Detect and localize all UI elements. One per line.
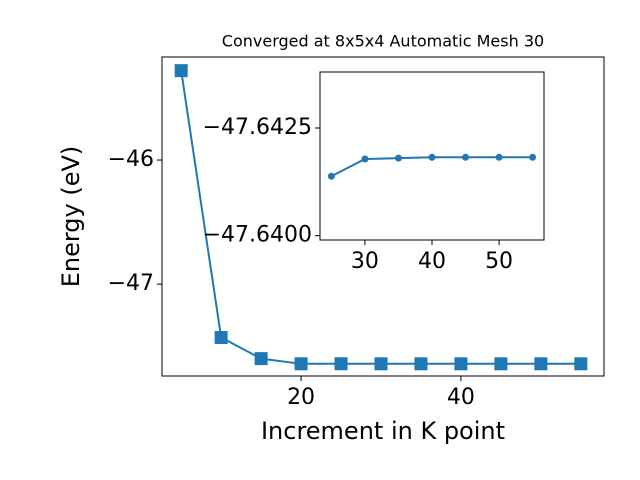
marker bbox=[529, 153, 537, 161]
marker bbox=[294, 357, 308, 371]
x-tick-label: 50 bbox=[485, 249, 513, 274]
marker bbox=[494, 357, 508, 371]
marker bbox=[534, 357, 548, 371]
marker bbox=[462, 153, 470, 161]
marker bbox=[214, 331, 228, 345]
x-tick-label: 40 bbox=[418, 249, 446, 274]
marker bbox=[394, 154, 402, 162]
marker bbox=[454, 357, 468, 371]
marker bbox=[174, 64, 188, 78]
x-tick-label: 30 bbox=[351, 249, 379, 274]
marker bbox=[361, 155, 369, 163]
y-tick-label: −47 bbox=[108, 271, 154, 296]
y-tick-label: −47.6425 bbox=[203, 115, 312, 140]
x-tick-label: 20 bbox=[287, 385, 315, 410]
marker bbox=[334, 357, 348, 371]
x-axis-label: Increment in K point bbox=[261, 417, 505, 445]
marker bbox=[414, 357, 428, 371]
marker bbox=[574, 357, 588, 371]
marker bbox=[374, 357, 388, 371]
marker bbox=[327, 172, 335, 180]
chart-title: Converged at 8x5x4 Automatic Mesh 30 bbox=[222, 32, 544, 51]
marker bbox=[428, 153, 436, 161]
y-axis-label: Energy (eV) bbox=[57, 146, 85, 288]
marker bbox=[495, 153, 503, 161]
y-tick-label: −47.6400 bbox=[203, 223, 312, 248]
x-tick-label: 40 bbox=[447, 385, 475, 410]
y-tick-label: −46 bbox=[108, 147, 154, 172]
marker bbox=[254, 352, 268, 366]
